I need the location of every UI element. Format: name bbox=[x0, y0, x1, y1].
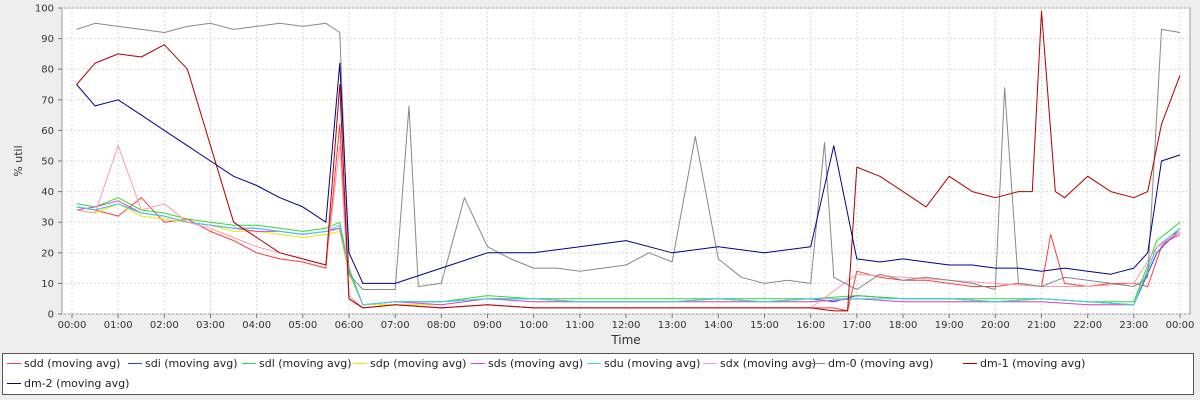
x-tick-label: 09:00 bbox=[473, 320, 502, 331]
y-tick-label: 50 bbox=[41, 157, 54, 168]
y-tick-label: 0 bbox=[48, 310, 54, 321]
y-tick-label: 100 bbox=[35, 4, 54, 15]
x-tick-label: 21:00 bbox=[1027, 320, 1056, 331]
series-line-9 bbox=[76, 10, 1181, 312]
x-tick-label: 14:00 bbox=[704, 320, 733, 331]
x-tick-label: 05:00 bbox=[288, 320, 317, 331]
legend-label: dm-1 (moving avg) bbox=[980, 357, 1086, 370]
legend-swatch bbox=[242, 362, 256, 364]
x-tick-label: 08:00 bbox=[427, 320, 456, 331]
legend-label: sdi (moving avg) bbox=[145, 357, 238, 370]
legend-item: sdu (moving avg) bbox=[587, 357, 700, 375]
legend-item: dm-2 (moving avg) bbox=[7, 377, 129, 395]
legend-swatch bbox=[7, 382, 21, 384]
x-tick-label: 02:00 bbox=[150, 320, 179, 331]
legend-label: dm-2 (moving avg) bbox=[24, 377, 130, 390]
legend-item: sdp (moving avg) bbox=[353, 357, 466, 375]
y-tick-label: 80 bbox=[41, 65, 54, 76]
legend-swatch bbox=[703, 362, 717, 364]
x-tick-label: 19:00 bbox=[935, 320, 964, 331]
x-tick-label: 10:00 bbox=[519, 320, 548, 331]
x-tick-label: 11:00 bbox=[565, 320, 594, 331]
legend-swatch bbox=[353, 362, 367, 364]
legend-swatch bbox=[128, 362, 142, 364]
legend-label: sdu (moving avg) bbox=[604, 357, 701, 370]
legend-item: sdd (moving avg) bbox=[7, 357, 120, 375]
series-line-3 bbox=[76, 197, 1181, 306]
x-tick-label: 06:00 bbox=[335, 320, 364, 331]
legend-item: sdx (moving avg) bbox=[703, 357, 816, 375]
x-tick-label: 01:00 bbox=[104, 320, 133, 331]
legend-label: sds (moving avg) bbox=[488, 357, 584, 370]
x-tick-label: 16:00 bbox=[796, 320, 825, 331]
y-axis-label: % util bbox=[12, 145, 25, 176]
legend-item: dm-1 (moving avg) bbox=[963, 357, 1085, 375]
series-line-10 bbox=[76, 62, 1181, 284]
legend-label: sdx (moving avg) bbox=[720, 357, 816, 370]
x-tick-label: 13:00 bbox=[658, 320, 687, 331]
series-line-8 bbox=[76, 22, 1181, 290]
series-line-6 bbox=[76, 203, 1181, 306]
x-tick-label: 20:00 bbox=[981, 320, 1010, 331]
legend-swatch bbox=[587, 362, 601, 364]
x-tick-label: 00:00 bbox=[1166, 320, 1195, 331]
x-tick-label: 00:00 bbox=[58, 320, 87, 331]
y-tick-label: 20 bbox=[41, 248, 54, 259]
x-tick-label: 18:00 bbox=[889, 320, 918, 331]
legend-item: sdi (moving avg) bbox=[128, 357, 238, 375]
x-tick-label: 07:00 bbox=[381, 320, 410, 331]
y-tick-label: 60 bbox=[41, 126, 54, 137]
legend-swatch bbox=[7, 362, 21, 364]
y-tick-label: 40 bbox=[41, 187, 54, 198]
legend-label: sdp (moving avg) bbox=[370, 357, 467, 370]
legend-item: sdl (moving avg) bbox=[242, 357, 352, 375]
legend-label: dm-0 (moving avg) bbox=[828, 357, 934, 370]
legend: sdd (moving avg) sdi (moving avg) sdl (mov… bbox=[2, 353, 1194, 395]
y-tick-label: 10 bbox=[41, 279, 54, 290]
legend-item: sds (moving avg) bbox=[471, 357, 583, 375]
x-tick-label: 15:00 bbox=[750, 320, 779, 331]
legend-swatch bbox=[471, 362, 485, 364]
x-axis-label: Time bbox=[610, 333, 640, 347]
x-tick-label: 22:00 bbox=[1073, 320, 1102, 331]
legend-label: sdd (moving avg) bbox=[24, 357, 121, 370]
plot-area: 0 10 20 30 40 50 60 70 80 90 100 00:00 01:00 02:00 03:… bbox=[12, 4, 1195, 348]
legend-swatch bbox=[963, 362, 977, 364]
y-tick-label: 70 bbox=[41, 95, 54, 106]
y-tick-label: 30 bbox=[41, 218, 54, 229]
legend-swatch bbox=[811, 362, 825, 364]
legend-label: sdl (moving avg) bbox=[259, 357, 352, 370]
legend-item: dm-0 (moving avg) bbox=[811, 357, 933, 375]
x-tick-label: 03:00 bbox=[196, 320, 225, 331]
x-tick-label: 12:00 bbox=[612, 320, 641, 331]
x-tick-label: 23:00 bbox=[1119, 320, 1148, 331]
y-tick-label: 90 bbox=[41, 34, 54, 45]
x-tick-label: 04:00 bbox=[242, 320, 271, 331]
x-tick-label: 17:00 bbox=[842, 320, 871, 331]
